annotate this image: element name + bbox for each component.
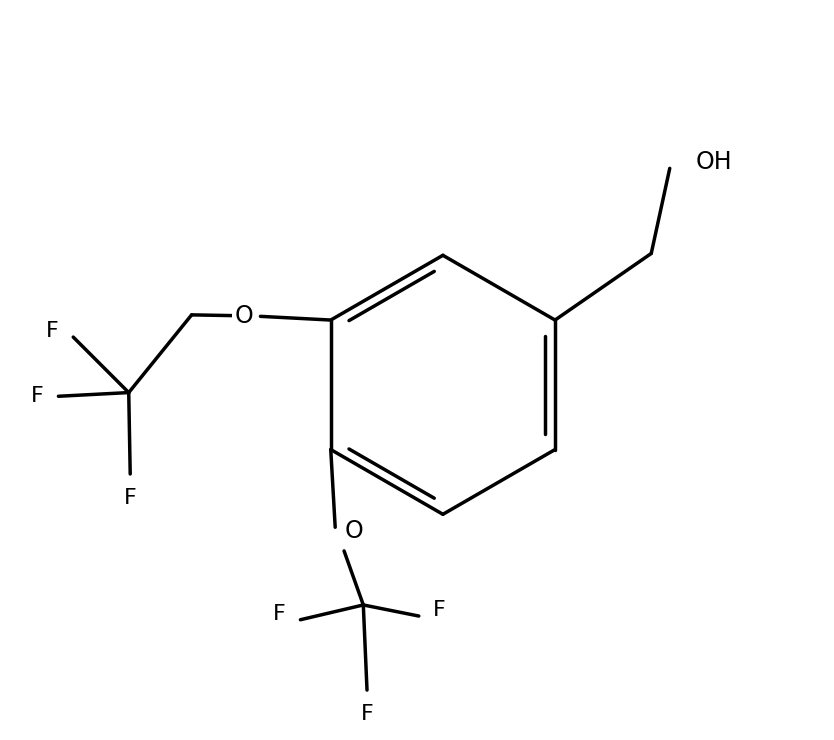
Text: F: F (32, 386, 44, 406)
Text: O: O (235, 304, 254, 329)
Text: OH: OH (696, 150, 732, 175)
Text: F: F (433, 600, 446, 620)
Text: F: F (274, 604, 286, 624)
Text: F: F (123, 488, 137, 508)
Text: F: F (46, 321, 59, 341)
Text: F: F (360, 704, 374, 724)
Text: O: O (344, 519, 363, 543)
